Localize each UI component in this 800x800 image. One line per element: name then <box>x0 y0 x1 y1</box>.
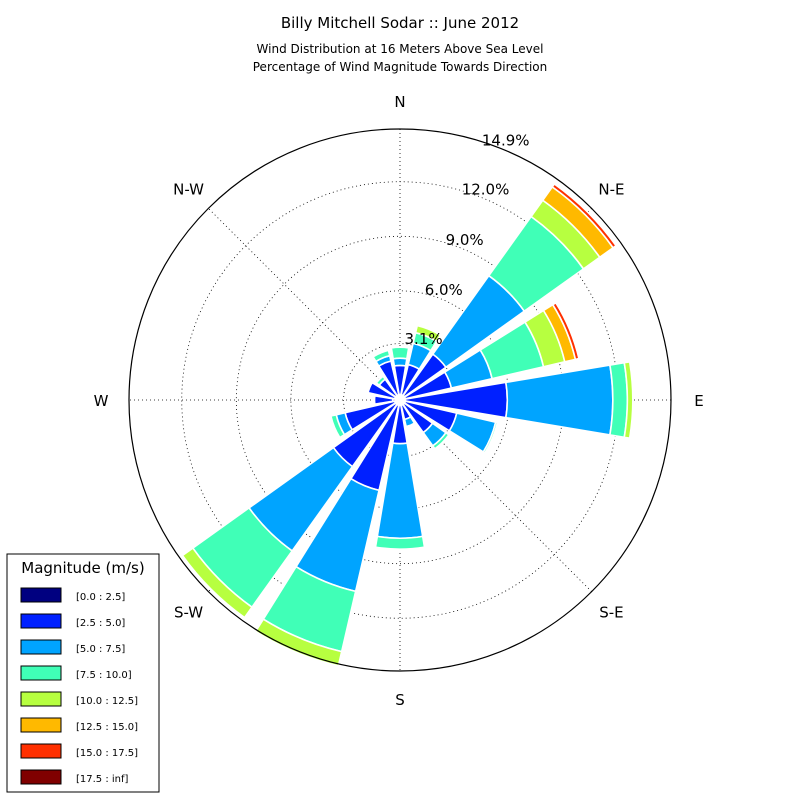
direction-label: W <box>94 392 109 410</box>
radial-tick-label: 9.0% <box>446 231 484 249</box>
legend-label: [12.5 : 15.0] <box>76 722 138 733</box>
direction-label: S <box>395 691 405 709</box>
wind-bar-wsw-bin-3 <box>329 413 346 439</box>
wind-bar-sse-bin-2 <box>403 415 416 428</box>
legend-title: Magnitude (m/s) <box>21 559 144 577</box>
legend-swatch <box>20 613 62 629</box>
radial-tick-label: 14.9% <box>482 132 530 150</box>
legend-swatch <box>20 769 62 785</box>
outer-ring <box>128 128 672 672</box>
radial-tick-label: 12.0% <box>462 180 510 198</box>
direction-label: S-E <box>599 603 623 621</box>
direction-labels: N N-E E S-E S S-W W N-W <box>94 93 704 709</box>
wind-bar-ese-bin-3 <box>482 421 499 455</box>
legend-swatch <box>20 587 62 603</box>
legend-label: [17.5 : inf] <box>76 774 129 785</box>
legend: Magnitude (m/s) [0.0 : 2.5] [2.5 : 5.0] [5… <box>6 553 160 793</box>
wind-bar-nne-bin-4 <box>414 324 442 343</box>
legend-swatch <box>20 691 62 707</box>
wind-bar-s-bin-3 <box>374 535 426 550</box>
legend-label: [0.0 : 2.5] <box>76 592 125 603</box>
direction-label: S-W <box>174 603 203 621</box>
legend-swatch <box>20 717 62 733</box>
legend-items: [0.0 : 2.5] [2.5 : 5.0] [5.0 : 7.5] [7.5 : … <box>20 587 138 785</box>
legend-swatch <box>20 639 62 655</box>
wind-bar-se-bin-3 <box>431 431 450 450</box>
direction-label: N-W <box>173 181 204 199</box>
legend-swatch <box>20 743 62 759</box>
radial-tick-labels: 3.1% 6.0% 9.0% 12.0% 14.9% <box>405 132 530 348</box>
wind-bar-n-bin-2 <box>392 357 408 367</box>
wind-bar-nw-bin-3 <box>375 375 387 387</box>
legend-label: [5.0 : 7.5] <box>76 644 125 655</box>
legend-label: [7.5 : 10.0] <box>76 670 132 681</box>
radial-tick-label: 3.1% <box>405 330 443 348</box>
chart-subtitle-line-2: Percentage of Wind Magnitude Towards Dir… <box>253 60 547 74</box>
radial-tick-label: 6.0% <box>425 281 463 299</box>
wind-bar-sw-bin-4 <box>181 546 254 619</box>
legend-swatch <box>20 665 62 681</box>
direction-label: E <box>694 392 703 410</box>
wind-bar-nnw-bin-3 <box>371 349 391 363</box>
legend-label: [2.5 : 5.0] <box>76 618 125 629</box>
wind-bars <box>128 128 672 672</box>
wind-bar-e-bin-3 <box>608 361 629 439</box>
wind-bar-e-bin-4 <box>623 360 634 440</box>
wind-bar-ssw-bin-4 <box>254 618 343 667</box>
direction-label: N-E <box>598 181 624 199</box>
legend-label: [15.0 : 17.5] <box>76 748 138 759</box>
chart-title: Billy Mitchell Sodar :: June 2012 <box>281 14 519 32</box>
chart-subtitle-line-1: Wind Distribution at 16 Meters Above Sea… <box>257 42 544 56</box>
legend-label: [10.0 : 12.5] <box>76 696 138 707</box>
direction-label: N <box>394 93 405 111</box>
wind-bar-e-bin-2 <box>504 364 614 436</box>
wind-bar-n-bin-3 <box>390 346 410 360</box>
wind-bar-ene-bin-6 <box>551 301 580 361</box>
wind-bar-ne-bin-6 <box>551 182 618 249</box>
